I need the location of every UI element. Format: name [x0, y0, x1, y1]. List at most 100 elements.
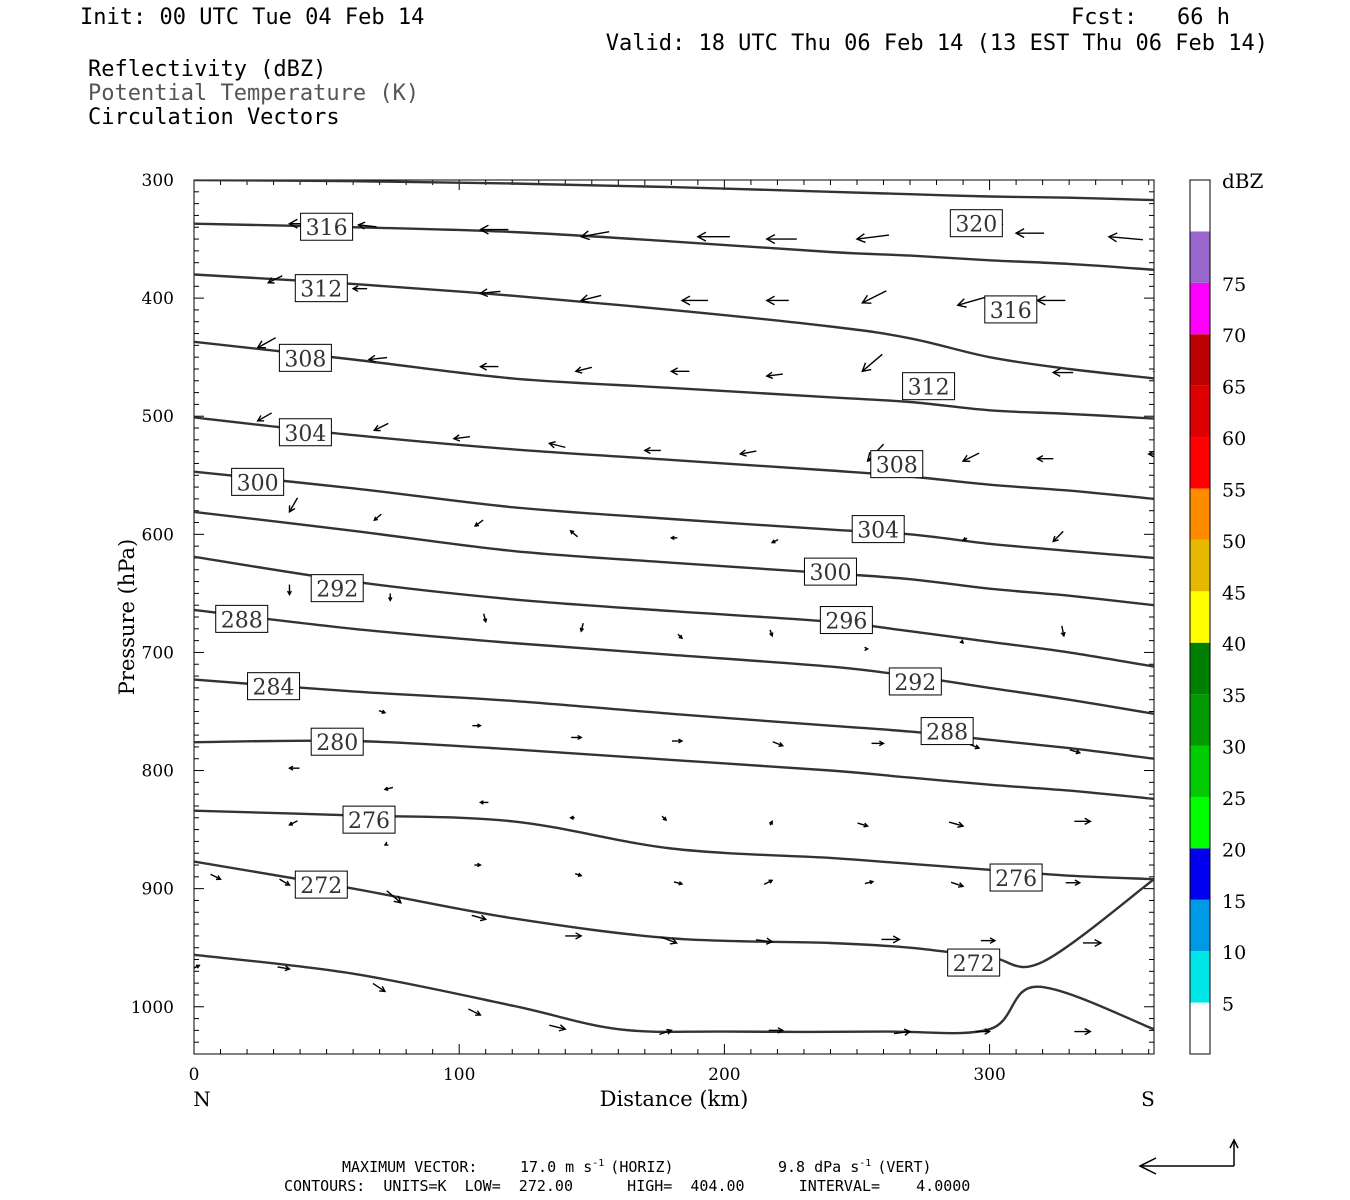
- vector-head: [696, 231, 707, 242]
- vector-shaft: [257, 412, 272, 422]
- vector-head: [1147, 450, 1154, 458]
- vector-head: [579, 230, 591, 241]
- contour-label: 296: [825, 610, 867, 635]
- colorbar-segment: [1190, 899, 1210, 952]
- contour-label-box: [300, 212, 354, 241]
- contour-label-box: [247, 672, 301, 701]
- colorbar-segment: [1190, 437, 1210, 489]
- contour-label-box: [902, 372, 956, 401]
- vector-shaft: [257, 337, 276, 349]
- colorbar-segment: [1190, 694, 1210, 746]
- vector-head: [569, 815, 574, 821]
- isentrope-284: [194, 678, 1154, 760]
- x-tick-label: 100: [443, 1065, 475, 1085]
- vert-exponent: -1: [859, 1158, 871, 1169]
- colorbar-tick-label: 25: [1222, 788, 1246, 810]
- contour-label-box: [888, 667, 942, 696]
- vector-head: [482, 618, 488, 624]
- contour-label-box: [215, 604, 269, 633]
- vector-shaft: [756, 939, 773, 943]
- colorbar-tick-label: 35: [1222, 685, 1246, 707]
- vector-shaft: [1108, 235, 1143, 241]
- isentrope-312: [194, 273, 1154, 380]
- vector-head: [768, 820, 773, 825]
- contour-label: 276: [348, 809, 390, 834]
- x-tick-label: 200: [708, 1065, 740, 1085]
- vector-head: [1051, 368, 1061, 377]
- vector-head: [574, 366, 583, 374]
- vector-head: [765, 234, 776, 245]
- vector-head: [765, 295, 775, 306]
- colorbar-segment: [1190, 848, 1210, 900]
- vector-head: [864, 646, 870, 652]
- vector-head: [1060, 631, 1066, 638]
- vector-head: [903, 1028, 912, 1036]
- colorbar-tick-label: 45: [1222, 582, 1246, 604]
- forecast-hour: Fcst: 66 h: [1071, 5, 1230, 30]
- y-tick-label: 300: [142, 171, 174, 191]
- vector-shaft: [468, 1008, 481, 1016]
- colorbar-tick-label: 60: [1222, 428, 1246, 450]
- contour-label: 272: [300, 874, 342, 899]
- colorbar-segment: [1190, 591, 1210, 643]
- vector-head: [869, 880, 875, 885]
- colorbar: 5 10 15 20 25 30 35 40 45 50 55 60 65 70 75: [1189, 179, 1246, 1055]
- contour-label-box: [949, 209, 1003, 238]
- vector-shaft: [279, 878, 290, 886]
- vector-head: [452, 434, 461, 442]
- vector-head: [286, 590, 293, 597]
- vector-head: [473, 522, 480, 527]
- vector-head: [1152, 538, 1154, 540]
- vector-shaft: [277, 966, 290, 970]
- vector-head: [769, 632, 774, 638]
- vector-shaft: [581, 294, 602, 302]
- vector-shaft: [772, 741, 783, 747]
- colorbar-tick-label: 75: [1222, 274, 1246, 296]
- vector-shaft: [374, 422, 389, 432]
- vector-head: [256, 415, 265, 422]
- vector-head: [860, 294, 872, 304]
- colorbar-segment: [1190, 282, 1210, 335]
- vector-head: [878, 740, 885, 747]
- vector-head: [678, 738, 684, 744]
- contour-label: 304: [284, 422, 326, 447]
- vector-head: [1014, 228, 1025, 239]
- vector-shaft: [549, 442, 566, 449]
- contour-label: 320: [955, 213, 997, 238]
- y-tick-label: 900: [142, 880, 174, 900]
- vector-head: [861, 362, 872, 373]
- vector-head: [1107, 232, 1118, 243]
- vector-head: [479, 914, 488, 922]
- vector-head: [669, 367, 678, 376]
- y-tick-label: 400: [142, 289, 174, 309]
- vector-head: [393, 895, 402, 904]
- max-vert-value: 9.8 dPa s: [778, 1158, 859, 1176]
- colorbar-segment: [1190, 231, 1210, 283]
- contour-label-box: [231, 467, 285, 496]
- vector-shaft: [861, 290, 887, 304]
- vector-shaft: [660, 936, 677, 944]
- vector-head: [478, 362, 488, 371]
- vector-head: [478, 800, 484, 805]
- vector-head: [579, 627, 585, 633]
- vector-shaft: [267, 275, 283, 284]
- vector-head: [892, 935, 901, 944]
- vector-head: [961, 537, 967, 542]
- colorbar-tick-label: 70: [1222, 325, 1246, 347]
- isentrope-316: [194, 222, 1154, 271]
- x-end-label-north: N: [193, 1087, 211, 1111]
- vector-head: [770, 539, 776, 544]
- vector-head: [1152, 370, 1154, 373]
- colorbar-segment: [1190, 334, 1210, 386]
- contour-label: 272: [953, 952, 995, 977]
- vector-shaft: [549, 1024, 566, 1030]
- contour-label-box: [342, 805, 396, 834]
- reference-vector: [1138, 1138, 1239, 1175]
- vector-head: [666, 1028, 673, 1035]
- isentrope-268: [194, 953, 1154, 1035]
- vector-shaft: [766, 373, 783, 377]
- y-tick-label: 1000: [131, 998, 174, 1018]
- vector-head: [778, 741, 785, 747]
